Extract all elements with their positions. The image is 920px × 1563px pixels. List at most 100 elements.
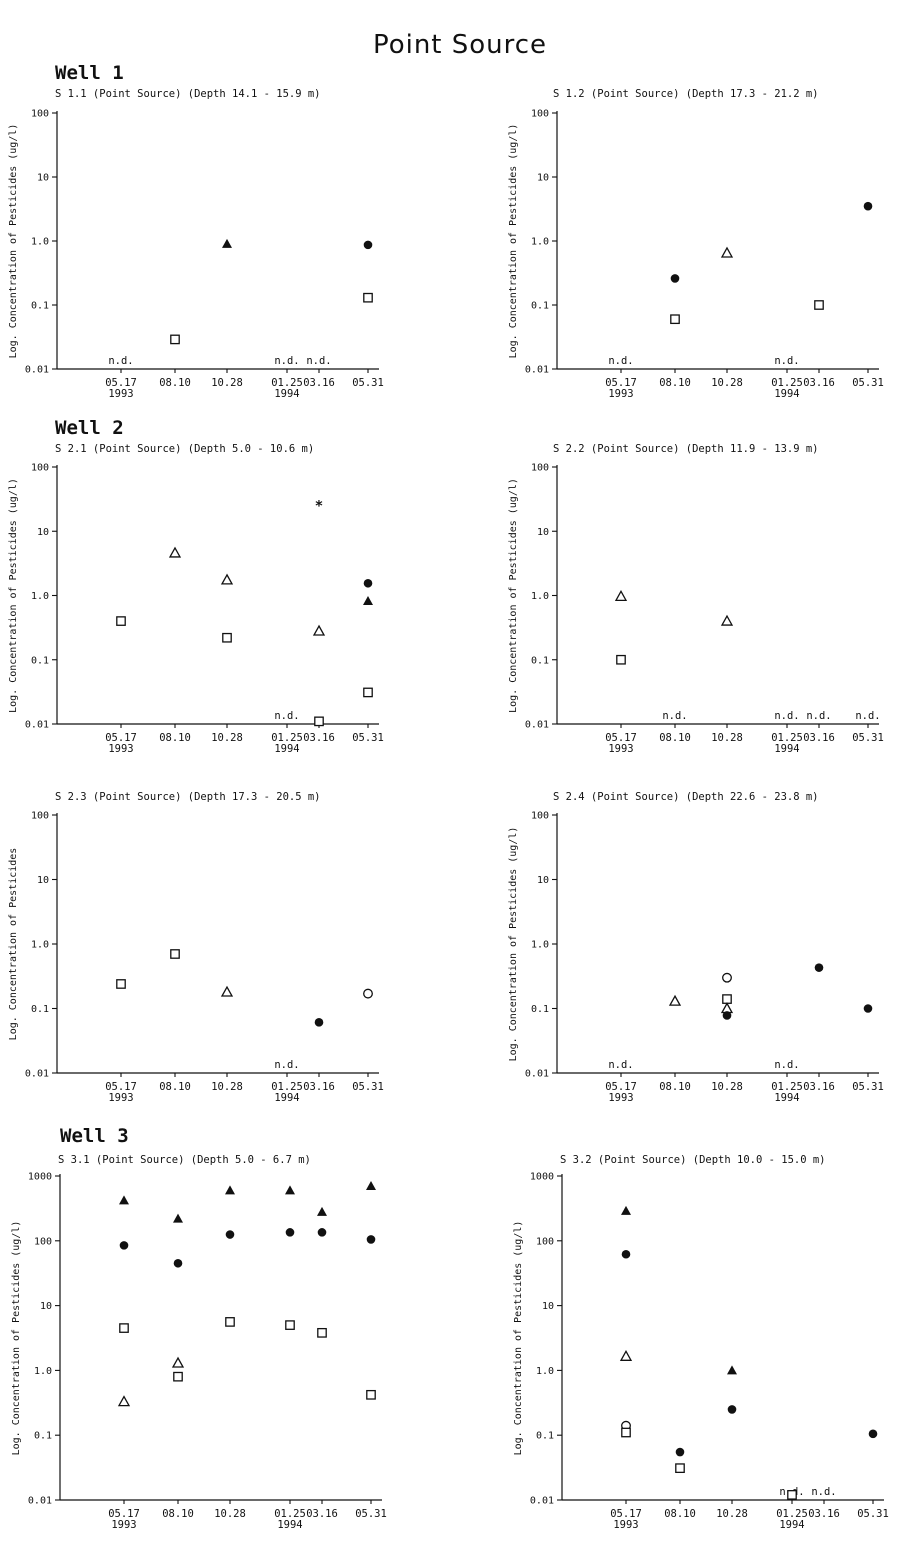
data-point-circle-filled: [285, 1228, 295, 1237]
data-point-triangle-filled: [119, 1195, 129, 1205]
x-tick-label: 01.25: [271, 732, 303, 744]
data-point-circle-filled: [675, 1447, 685, 1457]
chart-panel-2: S 1.2 (Point Source) (Depth 17.3 - 21.2 …: [508, 88, 884, 400]
x-tick-label: 08.10: [659, 1081, 691, 1093]
x-tick-label: 05.17: [610, 1508, 642, 1520]
data-point-triangle-filled: [621, 1205, 631, 1215]
not-detected-label: n.d.: [608, 1059, 633, 1071]
well-3-heading: Well 3: [60, 1125, 129, 1147]
not-detected-label: n.d.: [274, 1059, 299, 1071]
y-tick-label: 100: [31, 463, 49, 474]
x-tick-label: 05.17: [605, 1081, 637, 1093]
data-point-circle-filled: [317, 1228, 327, 1237]
not-detected-label: n.d.: [608, 355, 633, 367]
year-label: 1993: [613, 1519, 638, 1531]
data-point-triangle-open: [720, 1002, 734, 1014]
chart-title: S 2.2 (Point Source) (Depth 11.9 - 13.9 …: [553, 443, 819, 455]
data-point-square-open: [722, 994, 732, 1004]
page-title: Point Source: [372, 30, 548, 60]
data-point-triangle-open: [220, 985, 234, 997]
data-point-triangle-open: [614, 590, 628, 601]
y-tick-label: 100: [531, 109, 549, 120]
chart-panel-3: S 2.1 (Point Source) (Depth 5.0 - 10.6 m…: [8, 443, 384, 755]
data-point-square-open: [814, 300, 824, 310]
y-tick-label: 100: [34, 1236, 52, 1247]
not-detected-label: n.d.: [774, 1059, 799, 1071]
data-point-circle-filled: [868, 1429, 878, 1439]
x-tick-label: 10.28: [211, 377, 243, 389]
x-tick-label: 01.25: [771, 1081, 803, 1093]
y-axis-title: Log. Concentration of Pesticides (ug/l): [8, 478, 19, 713]
data-point-circle-filled: [363, 578, 373, 588]
data-point-circle-filled: [863, 201, 873, 211]
data-point-triangle-open: [312, 624, 326, 636]
data-point-triangle-filled: [363, 596, 373, 606]
not-detected-label: n.d.: [274, 355, 299, 367]
year-label: 1994: [274, 388, 299, 400]
x-tick-label: 05.31: [857, 1508, 889, 1520]
chart-panel-7: S 3.1 (Point Source) (Depth 5.0 - 6.7 m)…: [11, 1154, 387, 1531]
year-label: 1994: [277, 1519, 302, 1531]
x-tick-label: 10.28: [711, 377, 743, 389]
y-tick-label: 0.1: [31, 655, 49, 666]
x-tick-label: 08.10: [159, 377, 191, 389]
y-tick-label: 0.01: [25, 365, 49, 376]
y-tick-label: 10: [542, 1301, 554, 1312]
data-point-triangle-open: [117, 1395, 131, 1407]
year-label: 1994: [274, 743, 299, 755]
data-point-triangle-open: [720, 246, 734, 258]
x-tick-label: 03.16: [803, 732, 835, 744]
not-detected-label: n.d.: [855, 710, 880, 722]
x-tick-label: 05.31: [352, 377, 384, 389]
y-axis-title: Log. Concentration of Pesticides (ug/l): [508, 827, 519, 1062]
x-tick-label: 05.17: [105, 377, 137, 389]
data-point-circle-filled: [727, 1405, 737, 1414]
y-tick-label: 1.0: [531, 591, 549, 602]
data-point-square-open: [317, 1327, 327, 1338]
chart-title: S 3.2 (Point Source) (Depth 10.0 - 15.0 …: [560, 1154, 826, 1166]
year-label: 1993: [108, 743, 133, 755]
data-point-triangle-filled: [727, 1365, 737, 1375]
data-point-triangle-filled: [366, 1181, 376, 1191]
y-axis-title: Log. Concentration of Pesticides (ug/l): [513, 1221, 524, 1456]
x-tick-label: 10.28: [716, 1508, 748, 1520]
data-point-square-open: [225, 1317, 235, 1327]
data-point-circle-open: [363, 988, 373, 999]
y-tick-label: 0.01: [525, 1069, 549, 1080]
chart-title: S 2.3 (Point Source) (Depth 17.3 - 20.5 …: [55, 791, 321, 803]
x-tick-label: 10.28: [711, 732, 743, 744]
x-tick-label: 03.16: [303, 1081, 335, 1093]
chart-panel-8: S 3.2 (Point Source) (Depth 10.0 - 15.0 …: [513, 1154, 889, 1531]
y-tick-label: 0.1: [31, 1004, 49, 1015]
y-tick-label: 1.0: [531, 940, 549, 951]
y-axis-title: Log. Concentration of Pesticides (ug/l): [8, 124, 19, 359]
data-point-square-open: [366, 1389, 376, 1400]
chart-title: S 2.4 (Point Source) (Depth 22.6 - 23.8 …: [553, 791, 819, 803]
not-detected-label: n.d.: [306, 355, 331, 367]
y-tick-label: 10: [40, 1301, 52, 1312]
data-point-square-open: [116, 979, 126, 989]
y-axis-title: Log. Concentration of Pesticides (ug/l): [508, 478, 519, 713]
data-point-circle-filled: [863, 1004, 873, 1013]
x-tick-label: 05.31: [852, 1081, 884, 1093]
y-tick-label: 0.1: [531, 655, 549, 666]
year-label: 1993: [108, 1092, 133, 1104]
data-point-circle-open: [722, 972, 732, 983]
year-label: 1994: [774, 743, 799, 755]
y-tick-label: 0.01: [530, 1496, 554, 1507]
y-tick-label: 10: [37, 173, 49, 184]
x-tick-label: 08.10: [659, 732, 691, 744]
x-tick-label: 08.10: [159, 1081, 191, 1093]
y-axis-title: Log. Concentration of Pesticides: [8, 848, 19, 1041]
chart-title: S 2.1 (Point Source) (Depth 5.0 - 10.6 m…: [55, 443, 314, 455]
data-point-square-open: [363, 292, 373, 303]
data-point-triangle-open: [619, 1349, 633, 1361]
data-point-square-open: [787, 1490, 797, 1500]
y-tick-label: 0.01: [525, 720, 549, 731]
x-tick-label: 03.16: [306, 1508, 338, 1520]
year-label: 1993: [608, 388, 633, 400]
data-point-circle-filled: [366, 1235, 376, 1244]
data-point-square-open: [170, 949, 180, 959]
chart-panel-4: S 2.2 (Point Source) (Depth 11.9 - 13.9 …: [508, 443, 884, 755]
data-point-square-open: [170, 334, 180, 345]
